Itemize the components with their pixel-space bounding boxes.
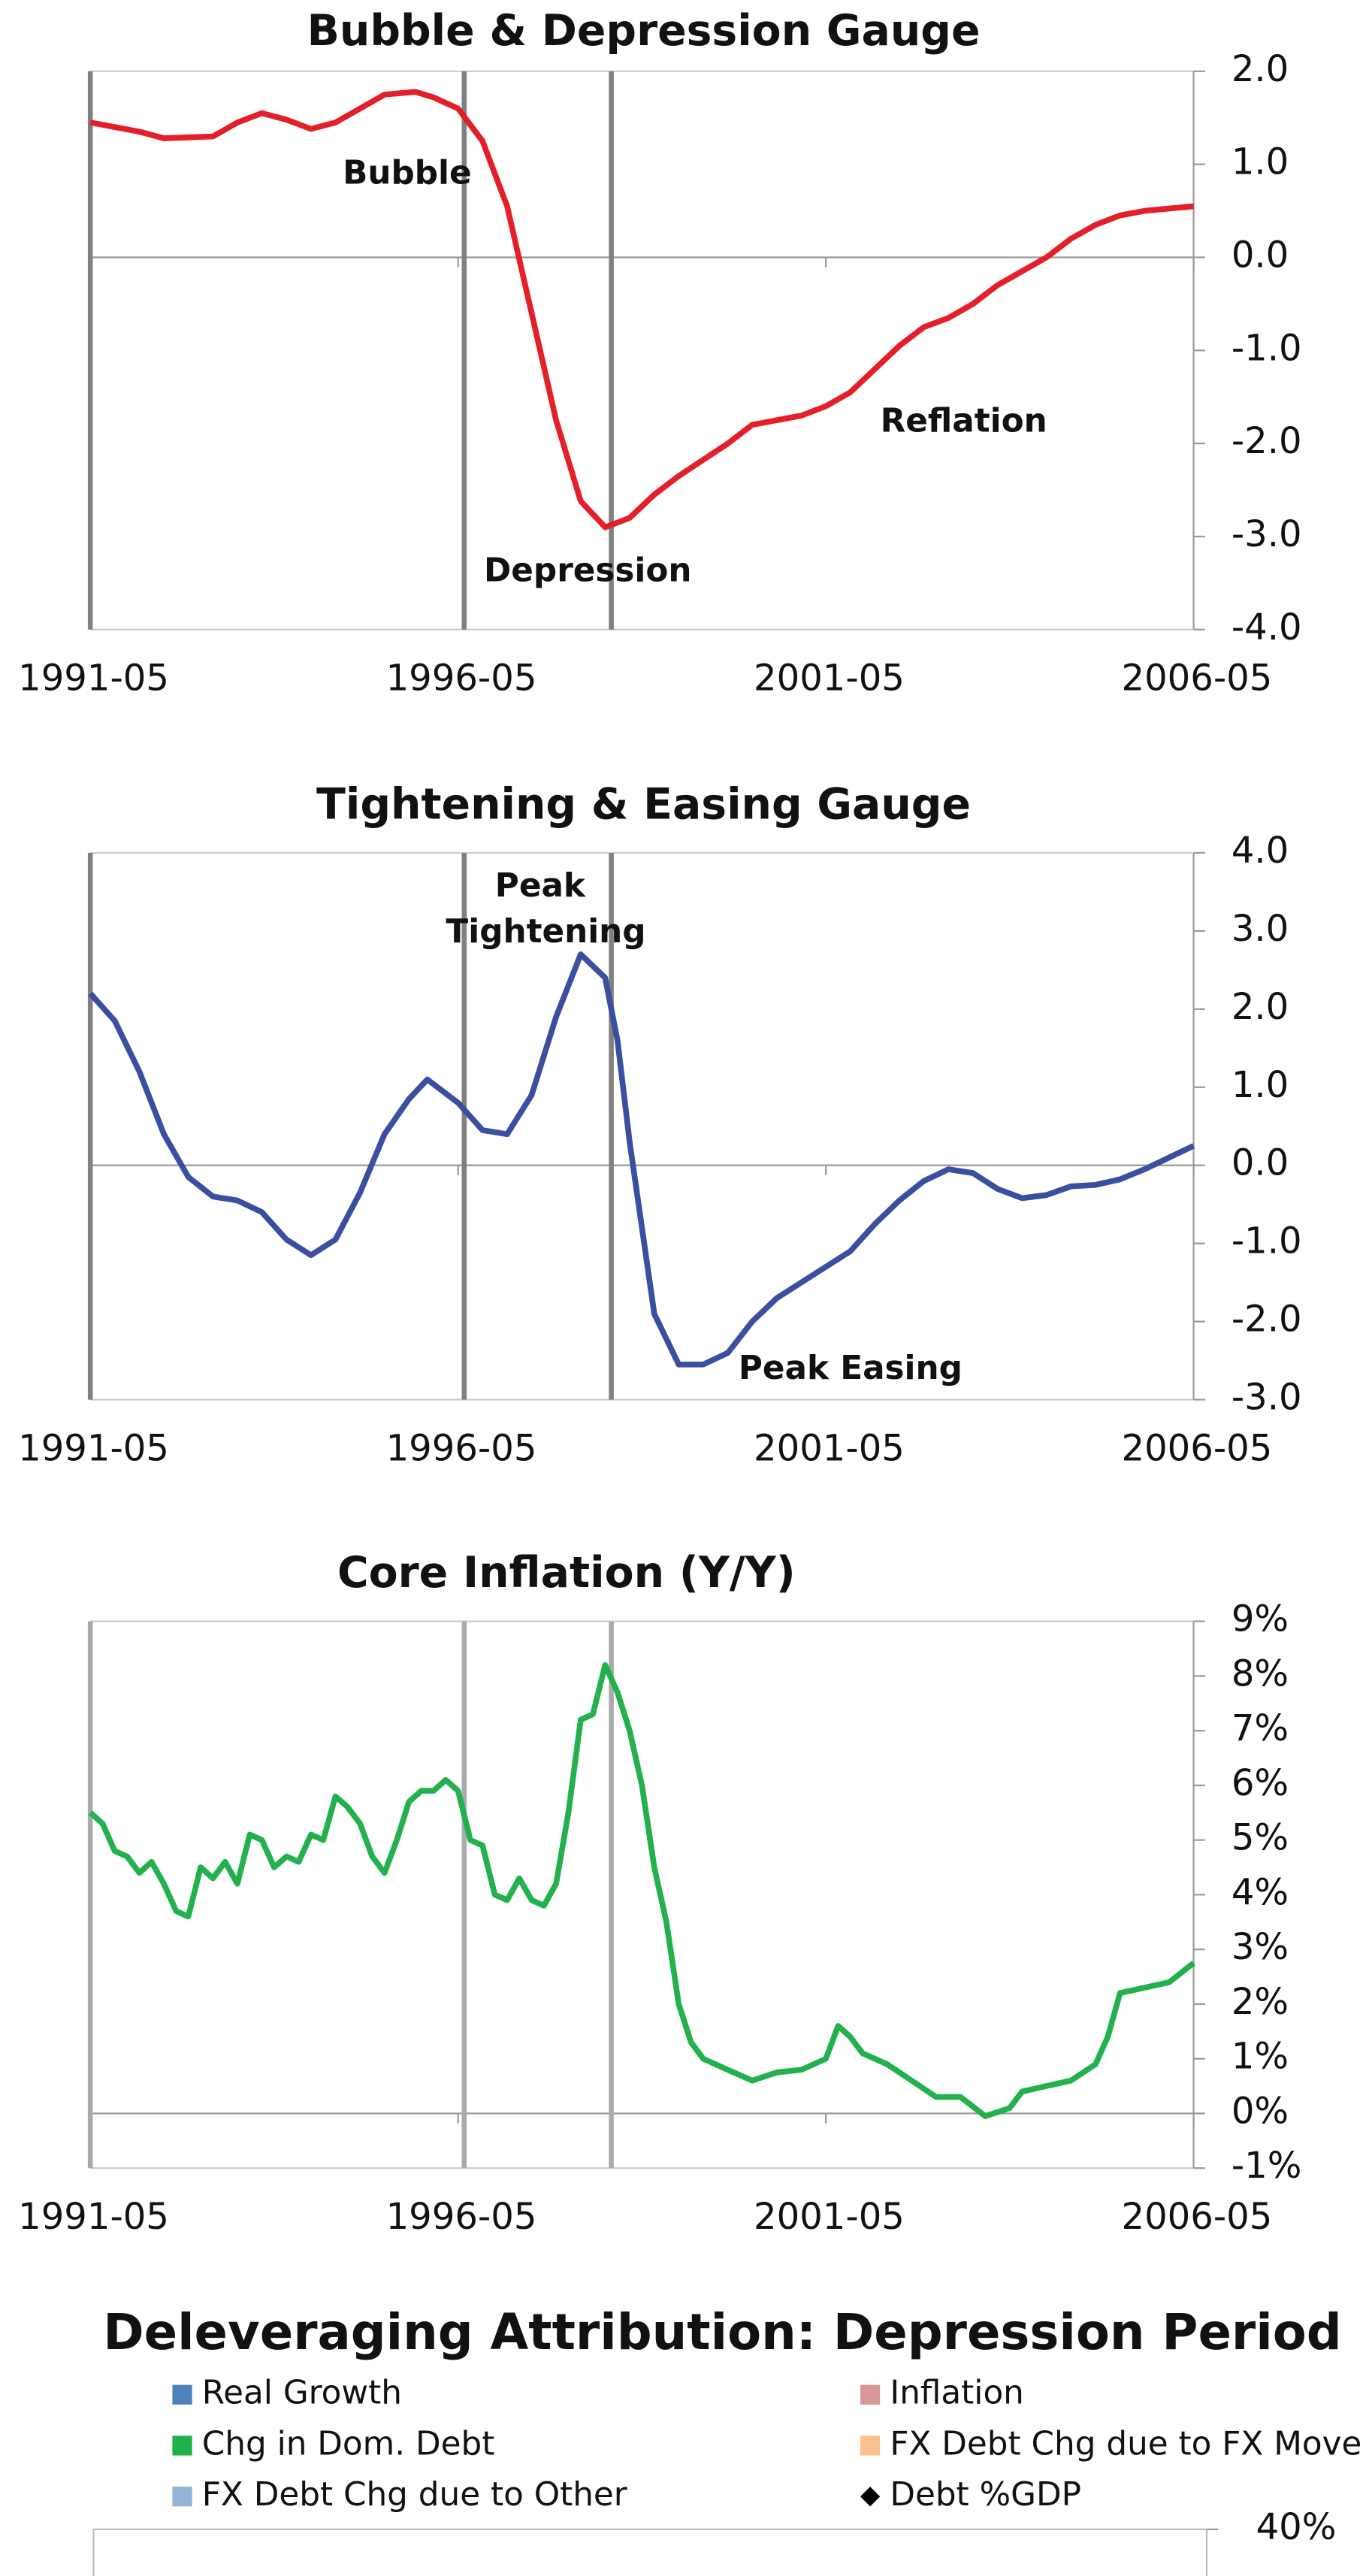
- x-tick-label: 1996-05: [386, 2196, 537, 2238]
- legend-swatch: [860, 2384, 881, 2405]
- y-tick-label: 2%: [1232, 1981, 1289, 2023]
- chart-title: Core Inflation (Y/Y): [337, 1548, 796, 1598]
- y-tick-label: 1.0: [1232, 141, 1289, 183]
- x-tick-label: 2006-05: [1122, 1427, 1273, 1469]
- x-tick-label: 2006-05: [1122, 658, 1273, 700]
- y-tick-label: 0.0: [1232, 234, 1289, 276]
- chart-title: Deleveraging Attribution: Depression Per…: [103, 2304, 1341, 2361]
- legend-label: FX Debt Chg due to Other: [202, 2475, 627, 2514]
- legend-swatch: [860, 2435, 881, 2456]
- y-tick-label: 7%: [1232, 1707, 1289, 1749]
- y-tick-label: 8%: [1232, 1652, 1289, 1695]
- plot-frame: [92, 2528, 1208, 2576]
- x-tick-label: 1991-05: [18, 1427, 169, 1469]
- y-tick-label: 4%: [1232, 1871, 1289, 1913]
- x-tick-label: 2001-05: [754, 1427, 905, 1469]
- x-tick-label: 1991-05: [18, 2196, 169, 2238]
- y-tick-label: -1.0: [1232, 327, 1302, 369]
- legend-marker: [860, 2487, 881, 2507]
- legend-label: Debt %GDP: [890, 2475, 1081, 2514]
- y-tick-label: 4.0: [1232, 830, 1289, 872]
- legend-label: Real Growth: [202, 2374, 402, 2412]
- legend-swatch: [172, 2487, 192, 2507]
- y-tick-label: 40%: [1256, 2506, 1337, 2548]
- annotation: Peak Easing: [739, 1349, 963, 1387]
- x-tick-label: 2006-05: [1122, 2196, 1273, 2238]
- x-tick-label: 1996-05: [386, 658, 537, 700]
- data-line: [88, 951, 1195, 1368]
- annotation: Depression: [484, 551, 691, 589]
- y-tick-label: -4.0: [1232, 606, 1302, 649]
- y-tick-label: 1%: [1232, 2036, 1289, 2078]
- legend-label: Inflation: [890, 2374, 1024, 2412]
- x-tick-label: 1996-05: [386, 1427, 537, 1469]
- y-tick-label: -1.0: [1232, 1220, 1302, 1262]
- y-tick-label: 0%: [1232, 2090, 1289, 2132]
- y-tick-label: 2.0: [1232, 48, 1289, 90]
- chart-title: Bubble & Depression Gauge: [307, 6, 981, 56]
- legend-swatch: [172, 2384, 192, 2405]
- y-tick-label: -2.0: [1232, 420, 1302, 462]
- y-tick-label: 0.0: [1232, 1142, 1289, 1184]
- y-tick-label: 9%: [1232, 1598, 1289, 1640]
- y-tick-label: -3.0: [1232, 513, 1302, 555]
- y-tick-label: -2.0: [1232, 1299, 1302, 1341]
- y-tick-label: 6%: [1232, 1762, 1289, 1804]
- x-tick-label: 1991-05: [18, 658, 169, 700]
- annotation: Bubble: [343, 154, 472, 192]
- y-tick-label: 5%: [1232, 1817, 1289, 1859]
- y-tick-label: -1%: [1232, 2145, 1302, 2187]
- data-line: [89, 89, 1194, 531]
- y-tick-label: 1.0: [1232, 1064, 1289, 1106]
- x-tick-label: 2001-05: [754, 2196, 905, 2238]
- annotation: Reflation: [881, 401, 1047, 440]
- y-tick-label: 2.0: [1232, 986, 1289, 1028]
- annotation: Peak Tightening: [434, 866, 645, 951]
- y-tick-label: 3%: [1232, 1926, 1289, 1968]
- legend-label: Chg in Dom. Debt: [202, 2424, 495, 2463]
- data-line: [88, 1661, 1195, 2119]
- legend-label: FX Debt Chg due to FX Move: [890, 2424, 1361, 2463]
- chart-title: Tightening & Easing Gauge: [316, 779, 971, 829]
- x-tick-label: 2001-05: [754, 658, 905, 700]
- y-tick-label: 3.0: [1232, 908, 1289, 950]
- y-tick-label: -3.0: [1232, 1377, 1302, 1419]
- legend-swatch: [172, 2435, 192, 2456]
